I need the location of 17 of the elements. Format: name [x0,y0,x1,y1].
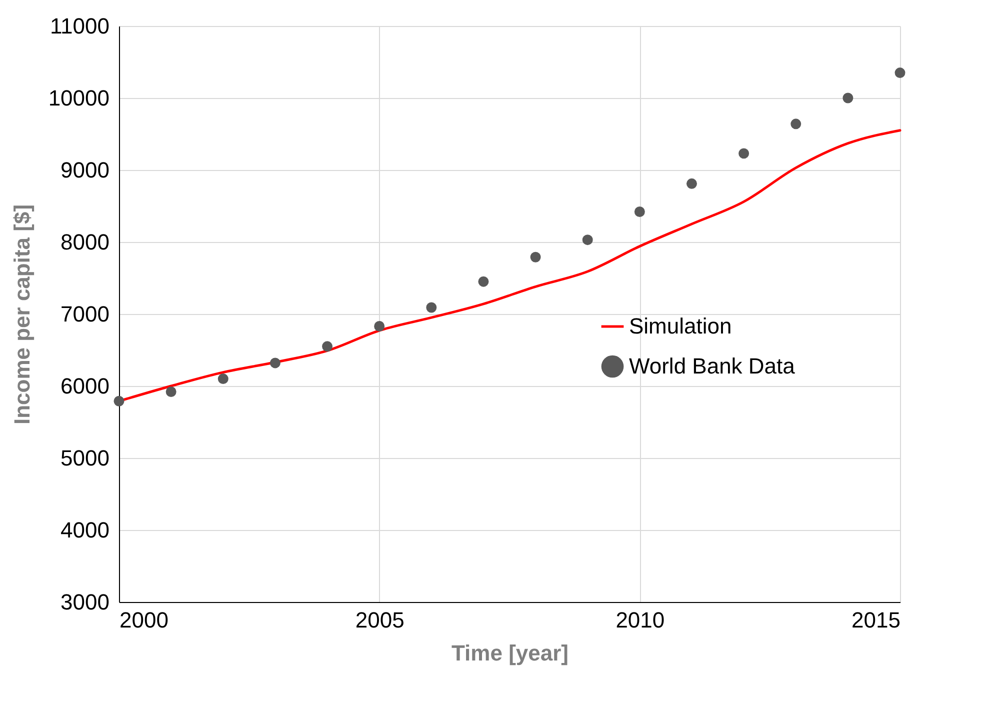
y-tick-label: 6000 [60,374,110,398]
y-tick-label: 7000 [60,302,110,326]
x-axis-title: Time [year] [452,640,568,666]
y-tick-label: 4000 [60,518,110,542]
x-tick-label: 2010 [616,608,665,632]
y-tick-label: 8000 [60,230,110,254]
legend-label: World Bank Data [629,354,796,378]
legend-label: Simulation [629,314,732,338]
y-tick-label: 3000 [60,590,110,614]
y-axis-title: Income per capita [$] [9,204,34,425]
x-tick-label: 2015 [852,608,900,632]
y-tick-label: 5000 [60,446,110,470]
y-tick-label: 10000 [48,86,110,110]
x-tick-label: 2000 [120,608,168,632]
y-tick-label: 9000 [60,158,110,182]
x-tick-label: 2005 [355,608,404,632]
y-tick-label: 11000 [50,14,110,38]
